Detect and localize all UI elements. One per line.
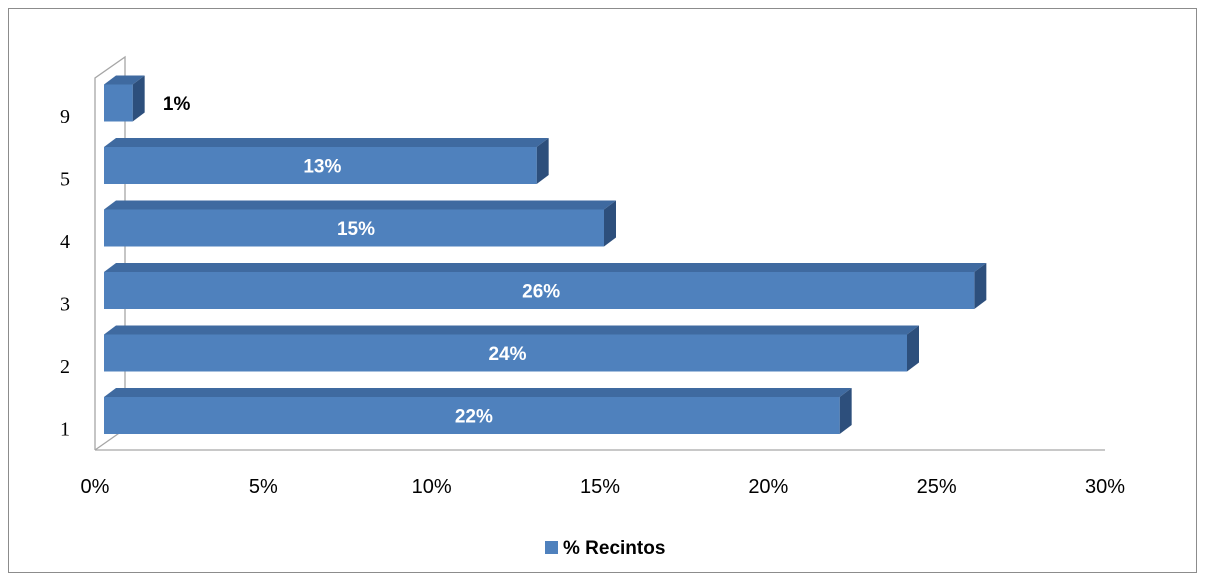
x-tick-label: 5% (249, 476, 278, 498)
data-label: 22% (455, 407, 493, 428)
bar (104, 397, 840, 434)
data-label: 1% (163, 94, 191, 115)
x-tick-label: 25% (917, 476, 957, 498)
bar-top-face (104, 75, 145, 85)
legend-label: % Recintos (563, 538, 665, 559)
data-label: 24% (488, 344, 526, 365)
bar-side-face (974, 263, 987, 309)
x-tick-label: 20% (748, 476, 788, 498)
bar-side-face (604, 200, 616, 247)
bar-top-face (104, 138, 549, 147)
category-label: 5 (60, 169, 70, 191)
bar-top-face (104, 325, 919, 335)
data-label: 26% (522, 282, 560, 303)
bar-side-face (839, 388, 852, 434)
data-label: 13% (303, 157, 341, 178)
bar (104, 209, 604, 247)
category-label: 2 (60, 356, 70, 378)
bar (104, 147, 537, 184)
x-tick-label: 10% (412, 476, 452, 498)
bar-side-face (536, 138, 549, 184)
bar-top-face (104, 388, 852, 397)
bar-side-face (907, 325, 919, 372)
bar (104, 334, 907, 372)
x-tick-label: 30% (1085, 476, 1125, 498)
x-tick-label: 0% (81, 476, 110, 498)
category-label: 4 (60, 231, 70, 253)
bar (104, 272, 975, 309)
bar-top-face (104, 263, 987, 272)
category-label: 1 (60, 419, 70, 441)
category-label: 3 (60, 294, 70, 316)
bar-top-face (104, 200, 616, 210)
category-label: 9 (60, 106, 70, 128)
x-tick-label: 15% (580, 476, 620, 498)
data-label: 15% (337, 219, 375, 240)
legend-swatch (545, 541, 558, 554)
bar-side-face (132, 75, 145, 122)
bar (104, 84, 133, 122)
